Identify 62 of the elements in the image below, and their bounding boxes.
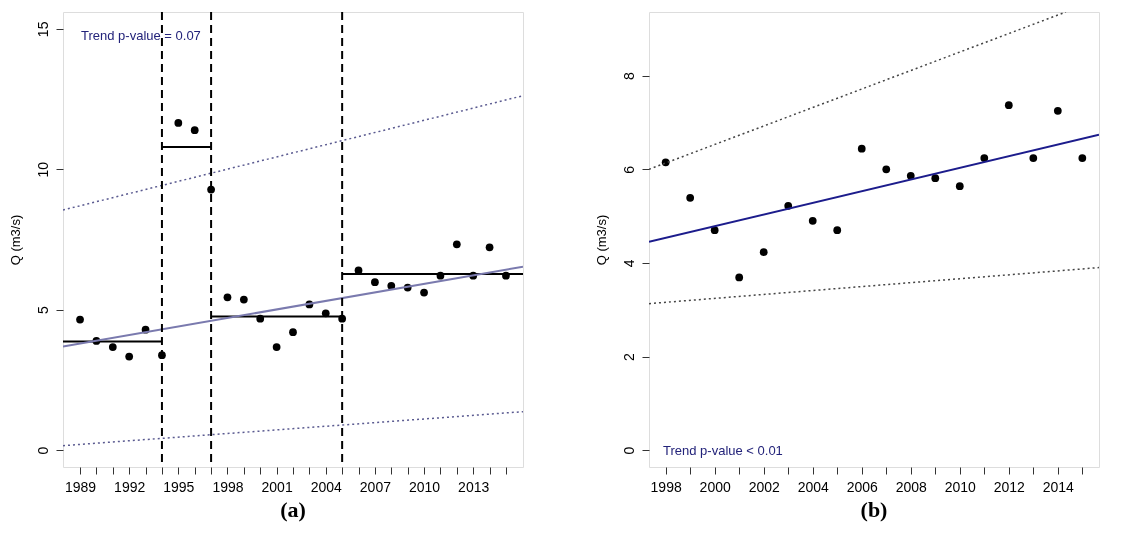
point bbox=[76, 315, 84, 324]
annotation: Trend p-value = 0.07 bbox=[81, 28, 201, 43]
x-tick-label: 2010 bbox=[944, 478, 977, 495]
x-tick-label: 2007 bbox=[359, 478, 392, 495]
point bbox=[371, 278, 379, 287]
point bbox=[223, 293, 232, 302]
point bbox=[207, 185, 215, 194]
point bbox=[955, 182, 964, 190]
point bbox=[882, 165, 891, 174]
x-tick-label: 2006 bbox=[846, 478, 879, 495]
y-tick-label: 10 bbox=[34, 161, 51, 178]
point bbox=[452, 240, 461, 249]
x-tick-label: 2004 bbox=[797, 478, 830, 495]
y-tick-label: 2 bbox=[620, 352, 637, 361]
point bbox=[1029, 154, 1038, 162]
x-tick-label: 2004 bbox=[310, 478, 343, 495]
point bbox=[710, 226, 719, 234]
x-tick-label: 2008 bbox=[895, 478, 928, 495]
point bbox=[759, 248, 768, 256]
point bbox=[174, 119, 183, 127]
point bbox=[289, 328, 297, 337]
point bbox=[1004, 101, 1013, 110]
point bbox=[190, 126, 199, 135]
text: (a) bbox=[280, 497, 306, 522]
point bbox=[1053, 106, 1062, 115]
point bbox=[931, 174, 940, 183]
x-tick-label: 2012 bbox=[993, 478, 1026, 495]
x-tick-label: 1995 bbox=[163, 478, 195, 495]
y-tick-label: 8 bbox=[620, 72, 637, 81]
x-tick-label: 2002 bbox=[748, 478, 780, 495]
x-tick-label: 1989 bbox=[64, 478, 97, 495]
y-tick-label: 6 bbox=[620, 165, 637, 174]
x-tick-label: 2010 bbox=[408, 478, 441, 495]
y-tick-label: 15 bbox=[34, 21, 51, 38]
y-axis-title: Q (m3/s) bbox=[593, 214, 609, 266]
annotation: Trend p-value < 0.01 bbox=[663, 443, 783, 458]
point bbox=[833, 226, 842, 234]
point bbox=[686, 193, 695, 202]
point bbox=[485, 243, 494, 252]
point bbox=[272, 343, 281, 351]
point bbox=[735, 273, 744, 282]
y-tick-label: 0 bbox=[34, 446, 51, 455]
text: (b) bbox=[860, 497, 888, 522]
y-tick-label: 4 bbox=[620, 259, 637, 268]
x-tick-label: 1998 bbox=[212, 478, 244, 495]
x-tick-label: 1992 bbox=[114, 478, 146, 495]
point bbox=[808, 216, 817, 225]
point bbox=[980, 154, 989, 162]
point bbox=[125, 352, 134, 361]
y-axis-title: Q (m3/s) bbox=[7, 214, 23, 266]
point bbox=[857, 144, 866, 153]
point bbox=[108, 343, 117, 351]
x-tick-label: 2000 bbox=[699, 478, 731, 495]
x-tick-label: 2013 bbox=[458, 478, 490, 495]
x-tick-label: 2014 bbox=[1042, 478, 1075, 495]
point bbox=[239, 295, 248, 304]
y-tick-label: 0 bbox=[620, 446, 637, 455]
point bbox=[420, 288, 428, 297]
y-tick-label: 5 bbox=[34, 306, 51, 315]
point bbox=[1078, 154, 1087, 162]
x-tick-label: 1998 bbox=[650, 478, 682, 495]
x-tick-label: 2001 bbox=[261, 478, 293, 495]
